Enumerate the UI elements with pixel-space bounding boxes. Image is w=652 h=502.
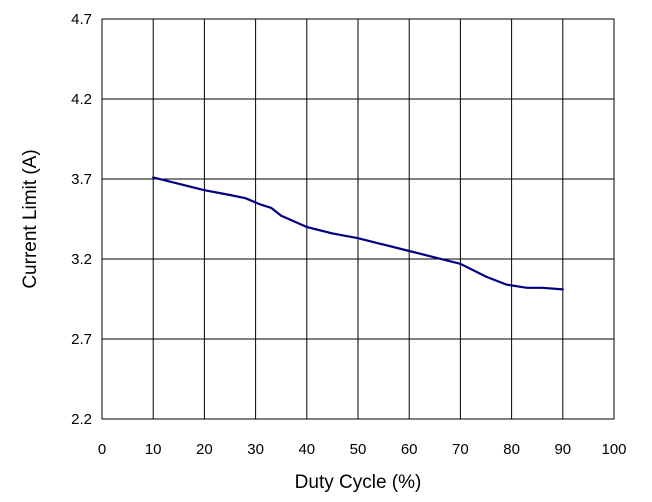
x-tick-label: 60 (401, 441, 418, 458)
x-tick-label: 40 (298, 441, 315, 458)
x-tick-label: 80 (503, 441, 520, 458)
x-tick-label: 20 (196, 441, 213, 458)
y-axis-label: Current Limit (A) (20, 149, 41, 288)
plot-frame (101, 18, 615, 420)
y-tick-label: 4.7 (71, 11, 92, 28)
x-tick-label: 100 (601, 441, 626, 458)
y-tick-label: 3.2 (71, 251, 92, 268)
x-gridlines (101, 19, 615, 419)
x-axis-label: Duty Cycle (%) (295, 472, 422, 493)
series-line (152, 176, 564, 291)
y-tick-label: 2.2 (71, 411, 92, 428)
y-tick-labels: 2.2 2.7 3.2 3.7 4.2 4.7 (71, 11, 92, 428)
x-tick-label: 50 (350, 441, 367, 458)
x-tick-label: 0 (98, 441, 106, 458)
y-tick-label: 4.2 (71, 91, 92, 108)
x-tick-labels: 0 10 20 30 40 50 60 70 80 90 100 (98, 441, 627, 458)
x-tick-label: 10 (145, 441, 162, 458)
y-tick-label: 2.7 (71, 331, 92, 348)
series-layer (152, 176, 564, 291)
x-tick-label: 70 (452, 441, 469, 458)
x-tick-label: 30 (247, 441, 264, 458)
x-tick-label: 90 (554, 441, 571, 458)
y-tick-label: 3.7 (71, 171, 92, 188)
